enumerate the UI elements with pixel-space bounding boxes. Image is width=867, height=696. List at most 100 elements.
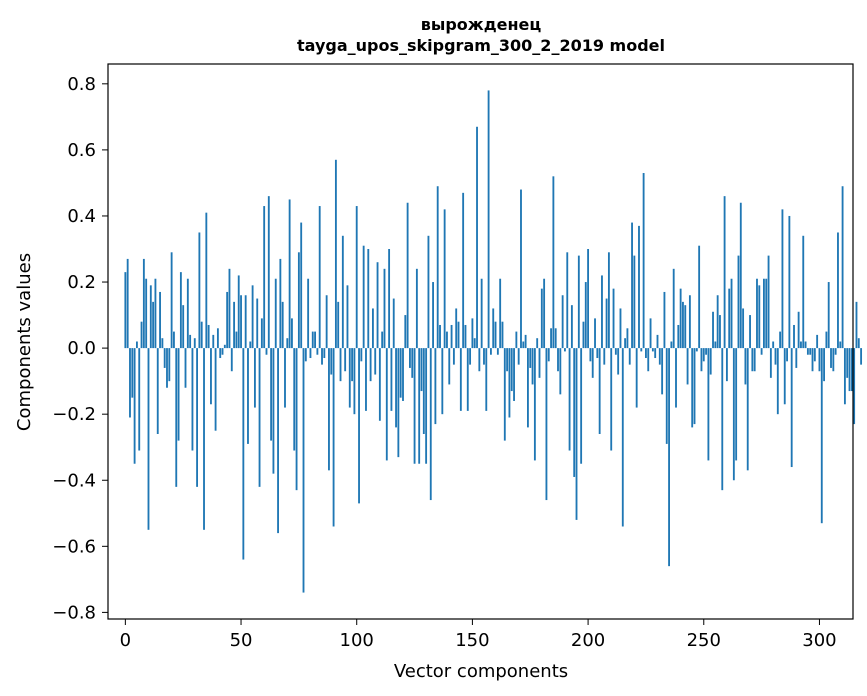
bar bbox=[422, 348, 425, 434]
bar bbox=[369, 348, 372, 382]
bar bbox=[795, 348, 798, 368]
bar bbox=[499, 278, 502, 349]
bar bbox=[767, 255, 770, 349]
bar bbox=[839, 341, 842, 349]
bar bbox=[776, 348, 779, 415]
bar bbox=[855, 301, 858, 349]
bar bbox=[700, 348, 703, 372]
bar bbox=[663, 291, 666, 349]
bar bbox=[774, 348, 777, 365]
bar bbox=[550, 328, 552, 349]
bar bbox=[531, 348, 534, 385]
bar bbox=[702, 348, 705, 362]
bar bbox=[297, 252, 300, 349]
bar bbox=[221, 348, 224, 355]
chart-subtitle: tayga_upos_skipgram_300_2_2019 model bbox=[297, 36, 665, 55]
bar bbox=[411, 348, 414, 378]
y-tick-label: 0.4 bbox=[67, 206, 96, 227]
bar bbox=[392, 298, 395, 349]
bar bbox=[459, 348, 462, 411]
bar bbox=[196, 348, 198, 487]
bar bbox=[230, 348, 233, 372]
bar bbox=[691, 348, 694, 428]
bar bbox=[707, 348, 710, 461]
bar bbox=[591, 348, 594, 378]
bar bbox=[813, 348, 816, 362]
bar bbox=[566, 252, 569, 349]
bar bbox=[645, 348, 647, 359]
bar bbox=[466, 348, 469, 411]
bar bbox=[425, 348, 428, 464]
bar bbox=[376, 262, 379, 349]
bar bbox=[501, 321, 504, 349]
bar bbox=[124, 272, 127, 349]
bar bbox=[314, 331, 316, 349]
bar bbox=[554, 328, 557, 349]
bar bbox=[716, 295, 719, 349]
bar bbox=[233, 301, 236, 349]
bar bbox=[675, 348, 677, 408]
bar bbox=[649, 318, 652, 349]
bar bbox=[797, 311, 800, 349]
bar bbox=[253, 348, 256, 408]
bar bbox=[420, 348, 423, 392]
x-axis-label: Vector components bbox=[394, 661, 568, 682]
bar bbox=[714, 341, 717, 349]
bar bbox=[846, 348, 849, 378]
bar bbox=[515, 331, 518, 349]
bar bbox=[614, 348, 617, 355]
bar bbox=[309, 348, 312, 359]
bar bbox=[284, 348, 286, 408]
bar bbox=[522, 341, 525, 349]
bar bbox=[133, 348, 136, 464]
bar bbox=[658, 348, 661, 365]
bar bbox=[552, 176, 555, 349]
bar bbox=[251, 285, 254, 349]
bar bbox=[434, 348, 437, 425]
bar bbox=[686, 348, 689, 385]
bar bbox=[446, 331, 448, 349]
bar bbox=[212, 334, 215, 349]
bar bbox=[494, 321, 497, 349]
bar bbox=[612, 288, 615, 349]
bar bbox=[189, 334, 192, 349]
y-tick-label: −0.2 bbox=[52, 404, 96, 425]
x-tick-label: 250 bbox=[687, 630, 721, 651]
bar bbox=[811, 348, 814, 372]
bar bbox=[739, 202, 742, 349]
bar bbox=[559, 348, 562, 395]
bar bbox=[339, 348, 342, 382]
y-tick-label: −0.4 bbox=[52, 470, 96, 491]
bar bbox=[237, 275, 240, 349]
bar bbox=[732, 348, 735, 481]
bar bbox=[295, 348, 298, 491]
bar bbox=[267, 196, 270, 349]
x-tick-label: 300 bbox=[802, 630, 836, 651]
bar bbox=[860, 348, 863, 365]
bar bbox=[513, 348, 515, 401]
bar bbox=[540, 288, 543, 349]
bar bbox=[355, 206, 358, 349]
x-tick-label: 200 bbox=[571, 630, 605, 651]
bar bbox=[247, 348, 249, 444]
bar bbox=[635, 348, 638, 408]
bar bbox=[325, 295, 328, 349]
bar bbox=[415, 268, 418, 349]
bar bbox=[633, 255, 636, 349]
bar bbox=[725, 348, 728, 382]
bar bbox=[830, 348, 832, 368]
bar bbox=[705, 348, 708, 355]
bar bbox=[533, 348, 536, 461]
bar bbox=[286, 338, 289, 349]
bar bbox=[480, 278, 483, 349]
bar bbox=[543, 278, 546, 349]
bar bbox=[142, 258, 145, 349]
bar bbox=[149, 285, 152, 349]
bar bbox=[399, 348, 402, 398]
bar bbox=[210, 348, 212, 405]
bar bbox=[179, 272, 182, 349]
bar bbox=[651, 348, 654, 352]
bar bbox=[258, 348, 261, 487]
bar bbox=[598, 348, 601, 434]
bar bbox=[781, 209, 784, 349]
